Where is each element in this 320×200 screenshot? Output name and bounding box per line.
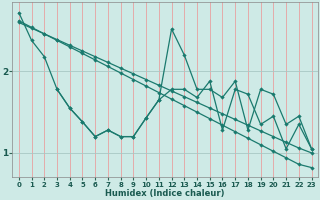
X-axis label: Humidex (Indice chaleur): Humidex (Indice chaleur): [106, 189, 225, 198]
